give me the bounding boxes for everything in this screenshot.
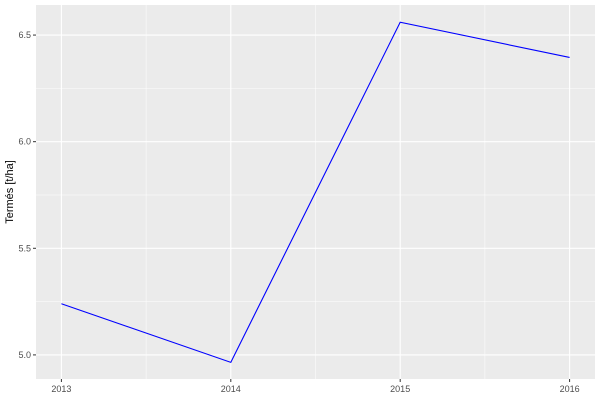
y-tick-label: 5.0: [18, 350, 31, 360]
x-tick-label: 2016: [560, 384, 580, 394]
x-tick-label: 2015: [390, 384, 410, 394]
y-tick-label: 5.5: [18, 243, 31, 253]
y-tick-label: 6.5: [18, 30, 31, 40]
series-line: [61, 21, 570, 364]
y-axis-label: Termés [t/ha]: [4, 160, 16, 224]
x-tick-label: 2013: [51, 384, 71, 394]
y-tick-label: 6.0: [18, 137, 31, 147]
x-tick-label: 2014: [221, 384, 241, 394]
